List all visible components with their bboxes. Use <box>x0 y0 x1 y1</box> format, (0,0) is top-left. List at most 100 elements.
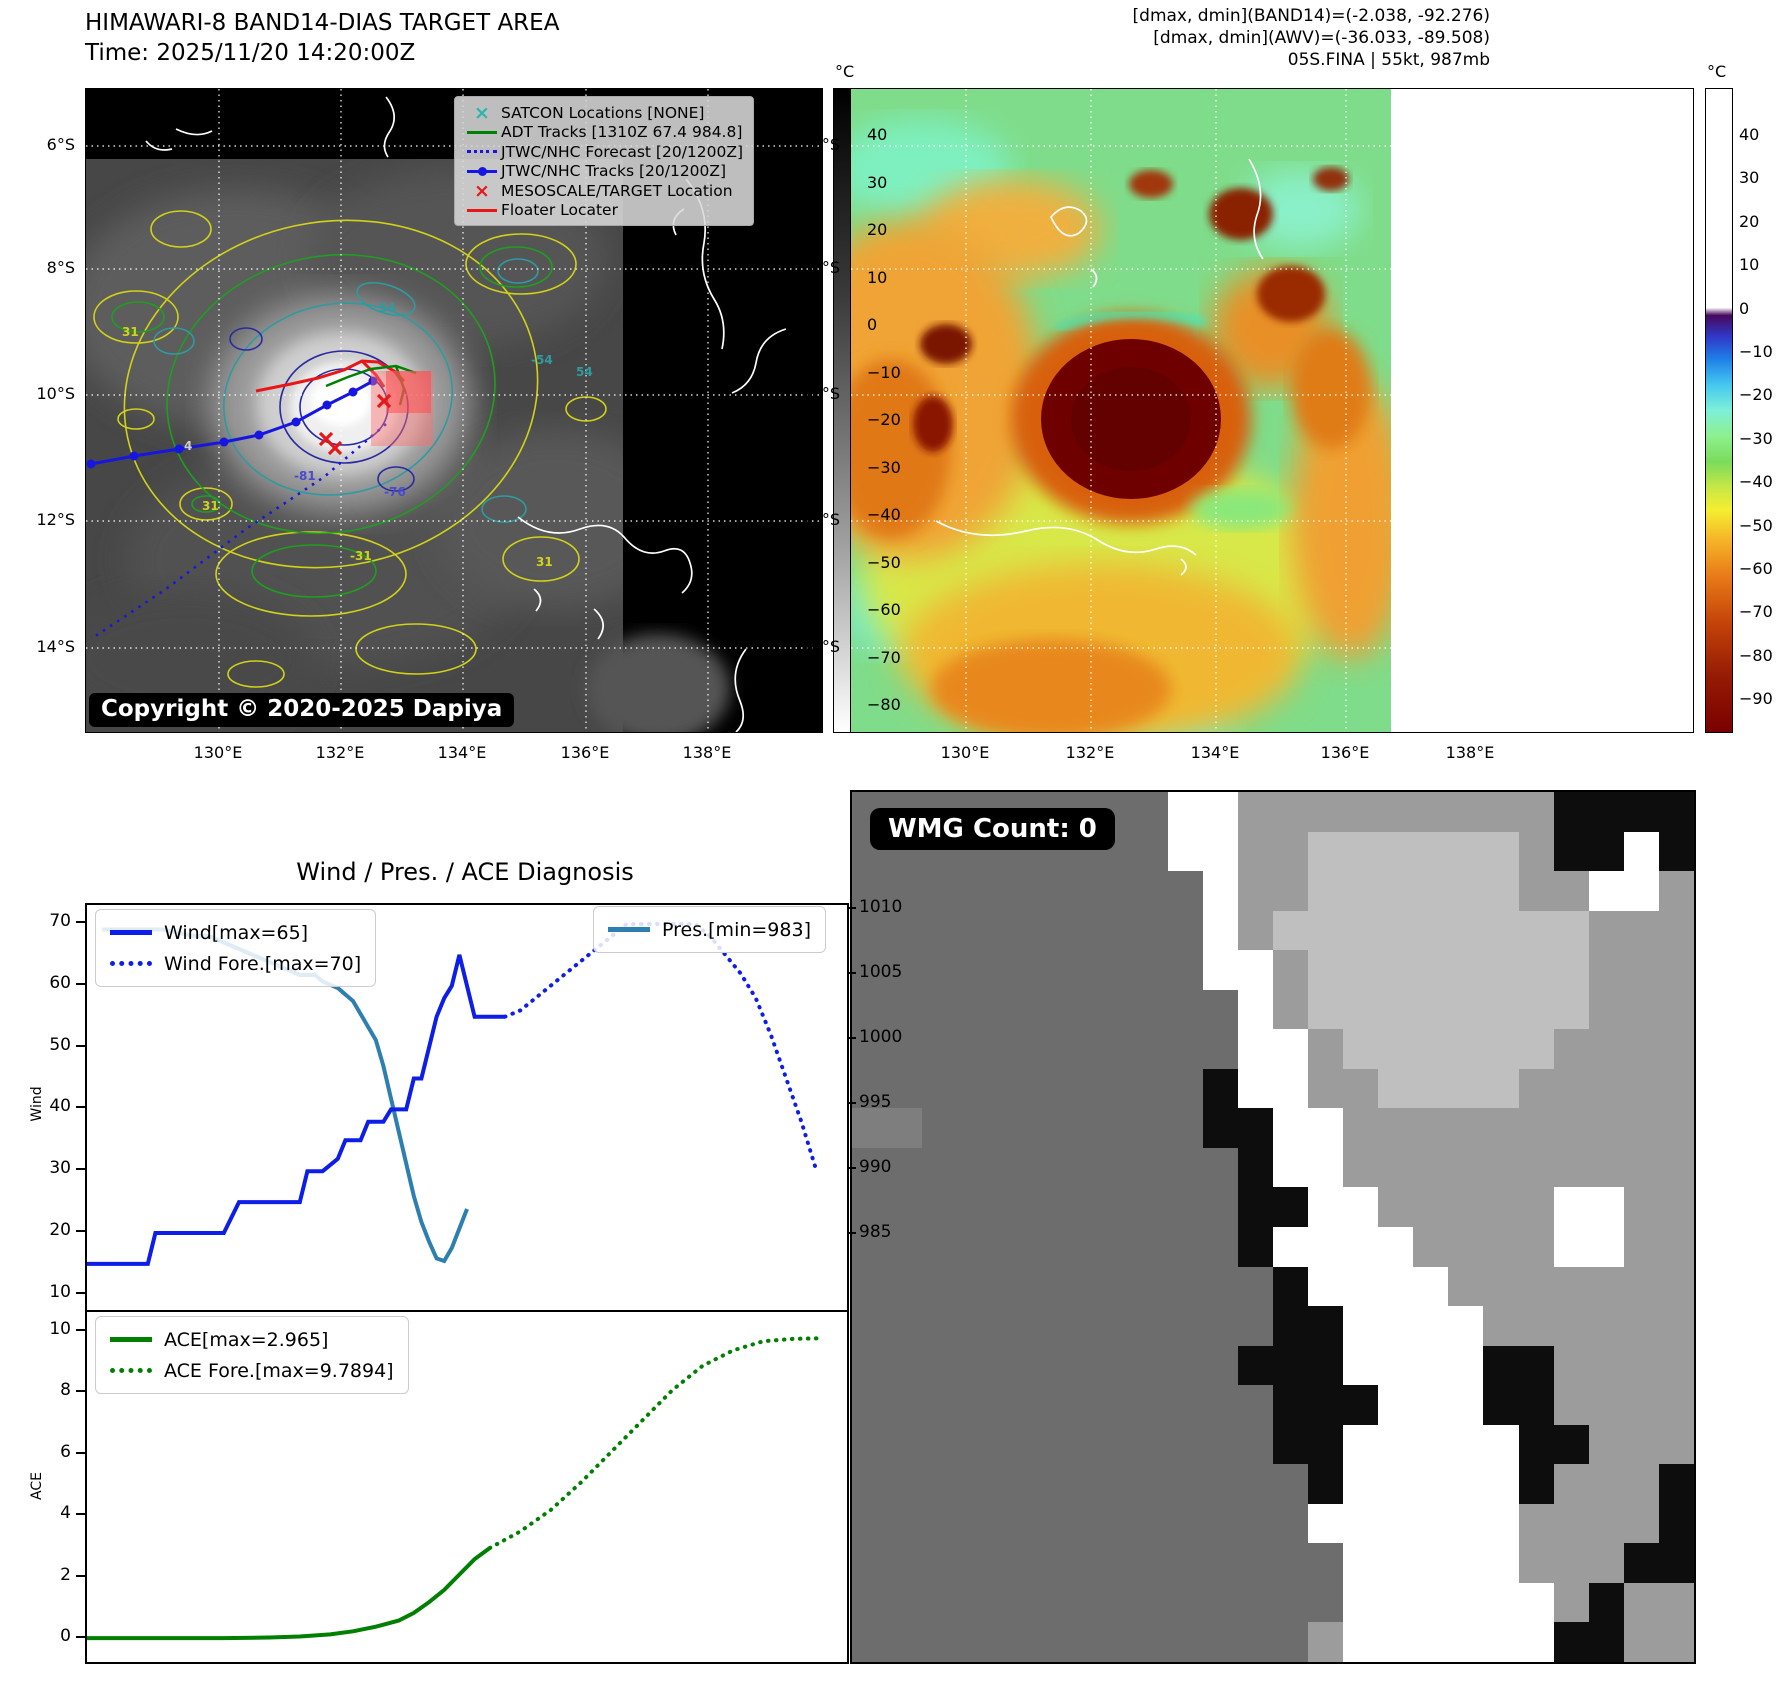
band14-lat-tick: 12°S <box>36 510 75 529</box>
mesoscale-region <box>371 371 433 446</box>
pressure-ytick: 990 <box>859 1157 892 1177</box>
wind-ytick: 30 <box>49 1158 71 1179</box>
awv-header-line3: 05S.FINA | 55kt, 987mb <box>1287 49 1490 70</box>
chart-legend-item: Wind Fore.[max=70] <box>110 948 361 979</box>
awv-lat-tick: 8°S <box>811 258 840 277</box>
band14-colorbar-tick: −60 <box>867 600 901 619</box>
awv-lon-tick: 134°E <box>1190 743 1240 762</box>
band14-colorbar-tick: −10 <box>867 362 901 382</box>
awv-colorbar-tick: −30 <box>1739 428 1773 448</box>
copyright-badge: Copyright © 2020-2025 Dapiya <box>89 693 515 727</box>
chart-legend-item: ACE[max=2.965] <box>110 1324 394 1355</box>
wind-ytick-mark <box>76 1168 85 1171</box>
legend-item: ADT Tracks [1310Z 67.4 984.8] <box>463 123 745 143</box>
pressure-ytick: 1005 <box>859 962 903 982</box>
awv-lon-tick: 138°E <box>1445 743 1495 762</box>
dotted-line-icon <box>110 1368 152 1373</box>
pressure-legend: Pres.[min=983] <box>593 906 826 953</box>
band14-lon-tick: 130°E <box>193 743 243 762</box>
band14-colorbar-tick: 0 <box>867 315 878 334</box>
wind-ytick: 20 <box>49 1220 71 1240</box>
chart-legend-label: Pres.[min=983] <box>662 918 811 941</box>
awv-colorbar-tick: −60 <box>1739 559 1773 578</box>
chart-legend-label: Wind[max=65] <box>164 921 309 944</box>
pressure-ytick-mark <box>847 907 856 909</box>
awv-colorbar-tick: −20 <box>1739 385 1773 405</box>
wind-ytick-mark <box>76 982 85 985</box>
awv-satellite-image <box>851 89 1693 732</box>
awv-colorbar-tick: 10 <box>1739 255 1760 275</box>
legend-item: JTWC/NHC Tracks [20/1200Z] <box>463 162 745 182</box>
chart-legend-item: Wind[max=65] <box>110 917 361 948</box>
solid-line-icon <box>110 1337 152 1342</box>
band14-lat-tick: 14°S <box>36 637 75 656</box>
pressure-ytick: 995 <box>859 1092 892 1112</box>
floater-line-icon <box>463 208 501 212</box>
band14-colorbar-tick: −50 <box>867 552 901 572</box>
wmg-count-badge: WMG Count: 0 <box>870 808 1115 850</box>
awv-colorbar-tick: 30 <box>1739 168 1760 188</box>
legend-item: × SATCON Locations [NONE] <box>463 103 745 123</box>
awv-header-line2: [dmax, dmin](AWV)=(-36.033, -89.508) <box>1153 27 1490 48</box>
band14-lat-tick: 6°S <box>46 135 75 154</box>
legend-item-label: JTWC/NHC Tracks [20/1200Z] <box>501 162 727 181</box>
awv-colorbar-tick: 40 <box>1739 125 1760 144</box>
jtwc-track-line <box>86 376 378 469</box>
legend-item-label: ADT Tracks [1310Z 67.4 984.8] <box>501 123 743 142</box>
awv-lon-tick: 136°E <box>1320 743 1370 762</box>
band14-title: HIMAWARI-8 BAND14-DIAS TARGET AREA <box>85 10 560 36</box>
pressure-ytick-mark <box>847 972 856 974</box>
wmg-pixel-grid <box>852 792 1694 1662</box>
awv-header-line1: [dmax, dmin](BAND14)=(-2.038, -92.276) <box>1132 6 1490 26</box>
wind-ytick-mark <box>76 1044 85 1047</box>
awv-lon-tick: 130°E <box>940 743 990 762</box>
ace-plot <box>87 1336 819 1641</box>
ace-ytick-mark <box>76 1451 85 1454</box>
wind-ytick: 70 <box>49 911 71 931</box>
band14-colorbar-tick: −80 <box>867 695 901 714</box>
wind-legend: Wind[max=65] Wind Fore.[max=70] <box>95 909 377 987</box>
ace-ytick: 2 <box>60 1564 71 1585</box>
ace-ytick: 6 <box>60 1441 71 1462</box>
satcon-x-icon: × <box>474 101 490 124</box>
awv-lat-tick: 6°S <box>811 135 840 154</box>
awv-lat-tick: 12°S <box>801 510 840 529</box>
awv-map <box>850 88 1694 733</box>
wind-ytick-mark <box>76 1106 85 1109</box>
awv-lat-tick: 14°S <box>801 637 840 656</box>
wind-ytick-mark <box>76 1230 85 1232</box>
ace-ytick: 0 <box>60 1626 71 1646</box>
band14-colorbar-tick: 30 <box>867 172 888 192</box>
band14-time: Time: 2025/11/20 14:20:00Z <box>85 40 416 66</box>
wind-ytick: 10 <box>49 1281 71 1302</box>
wind-ytick-mark <box>76 1291 85 1294</box>
temperature-contours <box>93 210 607 688</box>
awv-colorbar-tick: −40 <box>1739 472 1773 492</box>
band14-lat-tick: 10°S <box>36 384 75 403</box>
band14-legend: × SATCON Locations [NONE] ADT Tracks [1310… <box>454 96 754 226</box>
band14-colorbar-tick: −30 <box>867 457 901 477</box>
band14-colorbar-tick: 10 <box>867 267 888 287</box>
awv-lat-tick: 10°S <box>801 384 840 403</box>
legend-item: Floater Locater <box>463 201 745 221</box>
ace-ytick: 8 <box>60 1380 71 1401</box>
target-x-marker <box>318 393 392 456</box>
band14-map: 31 4 -81 -76 54 -54 54 -31 31 31 × SATCON Location… <box>85 88 823 733</box>
wmg-panel: WMG Count: 0 <box>850 790 1696 1664</box>
ace-ytick-mark <box>76 1390 85 1393</box>
band14-lat-tick: 8°S <box>46 258 75 277</box>
mesoscale-x-icon: × <box>474 179 490 202</box>
chart-legend-label: ACE[max=2.965] <box>164 1328 329 1351</box>
solid-line-icon <box>110 930 152 935</box>
ace-ytick-mark <box>76 1329 85 1331</box>
wind-ytick: 50 <box>49 1034 71 1055</box>
chart-legend-label: ACE Fore.[max=9.7894] <box>164 1359 394 1382</box>
ace-ytick: 10 <box>49 1319 71 1339</box>
enhanced-ir-field <box>851 89 1391 732</box>
pressure-ytick-mark <box>847 1102 856 1104</box>
band14-colorbar-tick: −20 <box>867 410 901 429</box>
pressure-ytick: 1000 <box>859 1027 903 1047</box>
pressure-ytick: 985 <box>859 1222 892 1242</box>
awv-header: [dmax, dmin](BAND14)=(-2.038, -92.276) [… <box>900 6 1490 71</box>
